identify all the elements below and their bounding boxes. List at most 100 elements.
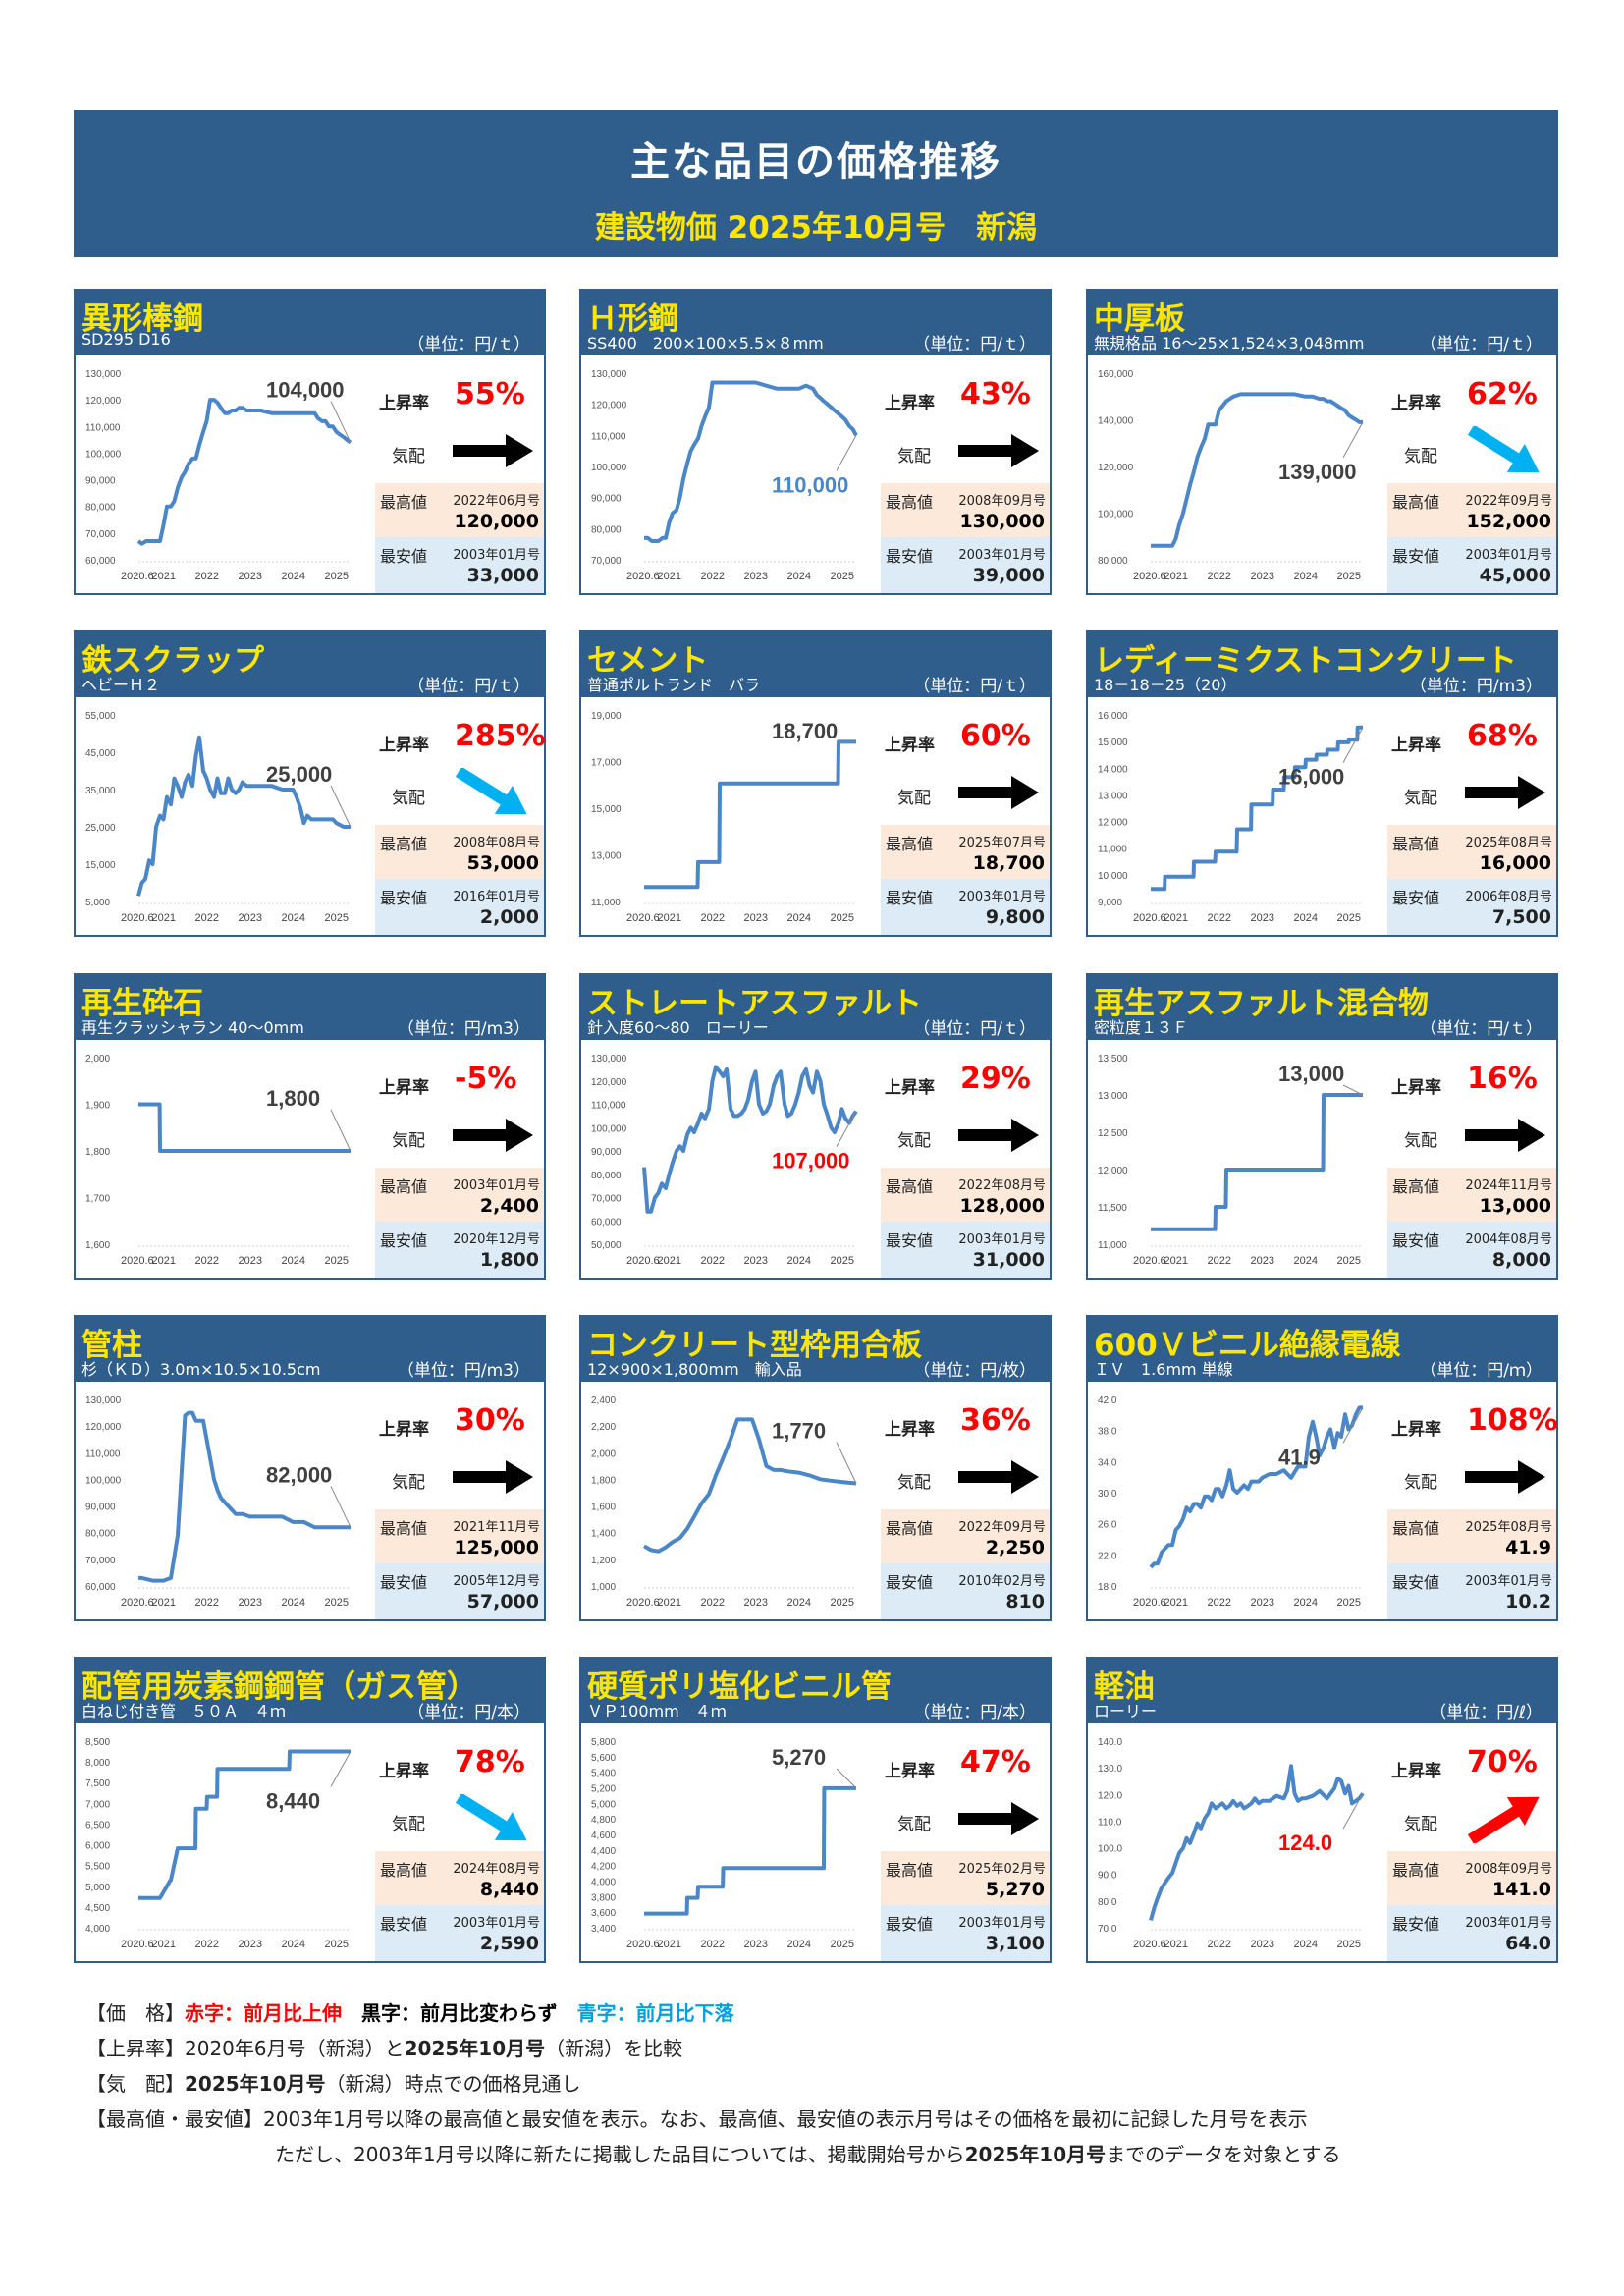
y-tick-label: 5,000 (85, 898, 110, 908)
highest-month: 2022年06月号 (453, 494, 540, 509)
arrow-shape (958, 434, 1039, 467)
arrow-shape (453, 1119, 533, 1152)
highest-month: 2003年01月号 (453, 1178, 540, 1193)
lowest-box: 最安値 2003年01月号 64.0 (1387, 1905, 1556, 1961)
highest-box: 最高値 2008年09月号 141.0 (1387, 1851, 1556, 1905)
lowest-label: 最安値 (1392, 889, 1440, 907)
item-title: 中厚板 (1094, 301, 1185, 337)
x-tick-label: 2023 (1250, 912, 1273, 924)
x-tick-label: 2023 (238, 1597, 261, 1609)
legend-red: 赤字：前月比上伸 (185, 2001, 342, 2025)
y-tick-label: 1,800 (85, 1147, 110, 1158)
rise-value: 47% (960, 1745, 1031, 1779)
x-tick-label: 2021 (658, 912, 681, 924)
y-tick-label: 60,000 (591, 1217, 622, 1228)
item-unit: （単位：円/ｔ） (913, 1019, 1036, 1039)
trend-label: 気配 (1404, 447, 1437, 466)
y-tick-label: 3,400 (591, 1924, 616, 1935)
x-tick-label: 2020.6 (1133, 1939, 1166, 1950)
arrow-shape (958, 1802, 1039, 1835)
item-title: 配管用炭素鋼鋼管（ガス管） (81, 1669, 477, 1705)
item-spec: ヘビーＨ２ (81, 676, 161, 694)
y-tick-label: 11,000 (1098, 1240, 1127, 1251)
y-tick-label: 35,000 (85, 786, 116, 796)
lowest-value: 39,000 (972, 565, 1045, 586)
lowest-value: 2,590 (479, 1933, 539, 1954)
rise-value: 68% (1467, 719, 1538, 753)
x-tick-label: 2020.6 (626, 1597, 660, 1609)
highest-label: 最高値 (886, 1177, 934, 1196)
lowest-box: 最安値 2004年08月号 8,000 (1387, 1222, 1556, 1278)
y-tick-label: 5,000 (85, 1883, 110, 1893)
y-tick-label: 10,000 (1098, 871, 1128, 882)
y-tick-label: 110.0 (1098, 1817, 1122, 1828)
highest-label: 最高値 (1392, 1519, 1440, 1538)
price-card: 中厚板 無規格品 16～25×1,524×3,048mm （単位：円/ｔ） 160,0… (1086, 289, 1558, 595)
item-title: 異形棒鋼 (81, 301, 203, 337)
item-title: ストレートアスファルト (587, 986, 922, 1021)
trend-arrow-icon (1467, 426, 1540, 473)
highest-value: 152,000 (1466, 511, 1551, 532)
x-tick-label: 2021 (658, 1939, 681, 1950)
item-title: Ｈ形鋼 (587, 301, 678, 337)
x-tick-label: 2025 (830, 1939, 853, 1950)
highest-month: 2021年11月号 (453, 1520, 540, 1535)
latest-value-callout: 18,700 (772, 719, 838, 743)
lowest-box: 最安値 2006年08月号 7,500 (1387, 879, 1556, 935)
y-tick-label: 8,500 (85, 1737, 110, 1748)
x-tick-label: 2024 (1293, 1255, 1317, 1267)
item-unit: （単位：円/ｔ） (913, 335, 1036, 355)
x-tick-label: 2022 (195, 1939, 219, 1950)
arrow-shaft (455, 1794, 511, 1833)
lowest-box: 最安値 2003年01月号 3,100 (881, 1905, 1050, 1961)
x-tick-label: 2022 (701, 1597, 725, 1609)
latest-value-callout: 139,000 (1278, 460, 1357, 484)
lowest-label: 最安値 (886, 889, 934, 907)
x-tick-label: 2021 (1164, 1255, 1188, 1267)
x-tick-label: 2022 (1208, 571, 1231, 582)
rise-label: 上昇率 (1391, 1420, 1441, 1440)
y-tick-label: 45,000 (85, 748, 116, 759)
y-tick-label: 11,000 (591, 898, 621, 908)
price-card: 硬質ポリ塩化ビニル管 ＶＰ100mm ４ｍ （単位：円/本） 5,800 5,600 5,… (579, 1657, 1052, 1963)
x-tick-label: 2024 (281, 571, 304, 582)
y-tick-label: 80,000 (591, 524, 622, 535)
latest-value-callout: 1,800 (266, 1086, 320, 1111)
y-tick-label: 70,000 (591, 1194, 622, 1205)
highest-value: 141.0 (1491, 1879, 1551, 1900)
rise-label: 上昇率 (885, 736, 935, 755)
item-unit: （単位：円/ｍ） (1420, 1361, 1543, 1381)
highest-box: 最高値 2022年08月号 128,000 (881, 1168, 1050, 1222)
lowest-box: 最安値 2010年02月号 810 (881, 1563, 1050, 1619)
arrow-shaft (958, 1129, 1015, 1141)
item-spec: ＩＶ 1.6mm 単線 (1094, 1360, 1233, 1379)
y-tick-label: 90.0 (1098, 1871, 1117, 1882)
x-tick-label: 2023 (743, 1939, 767, 1950)
trend-label: 気配 (897, 1131, 931, 1151)
y-tick-label: 7,000 (85, 1799, 110, 1810)
highest-label: 最高値 (886, 1519, 934, 1538)
y-tick-label: 6,000 (85, 1841, 110, 1852)
arrow-shape (455, 768, 527, 815)
y-tick-label: 120,000 (1098, 463, 1134, 473)
rise-value: 16% (1467, 1062, 1538, 1096)
rise-value: 43% (960, 377, 1031, 411)
series-line (1151, 725, 1363, 892)
item-unit: （単位：円/枚） (913, 1361, 1036, 1381)
lowest-label: 最安値 (380, 1231, 428, 1250)
x-tick-label: 2024 (1293, 912, 1317, 924)
rise-label: 上昇率 (379, 1762, 429, 1781)
price-card: 600Ｖビニル絶縁電線 ＩＶ 1.6mm 単線 （単位：円/ｍ） 42.0 38.0 34… (1086, 1315, 1558, 1621)
item-unit: （単位：円/ｔ） (913, 677, 1036, 696)
y-tick-label: 60,000 (85, 1582, 116, 1593)
x-tick-label: 2021 (152, 1597, 176, 1609)
price-card: レディーミクストコンクリート 18－18－25（20） （単位：円/m3） 16,00… (1086, 630, 1558, 937)
x-tick-label: 2021 (152, 912, 176, 924)
series-line (136, 398, 352, 546)
latest-value-callout: 110,000 (772, 472, 848, 497)
rise-value: 60% (960, 719, 1031, 753)
price-chart: 130,000 120,000 110,000 100,000 90,000 80,000… (591, 369, 858, 582)
price-chart: 5,800 5,600 5,400 5,200 5,000 4,800 4,600 4,400… (591, 1737, 857, 1950)
x-tick-label: 2021 (1164, 571, 1188, 582)
x-tick-label: 2025 (1336, 1939, 1360, 1950)
